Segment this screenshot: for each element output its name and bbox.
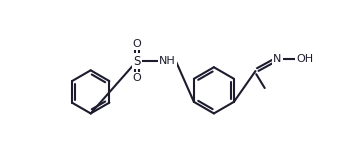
Text: OH: OH [296, 54, 313, 64]
Text: N: N [273, 54, 281, 64]
Text: O: O [132, 73, 141, 83]
Text: NH: NH [159, 56, 176, 66]
Text: S: S [133, 55, 140, 68]
Text: O: O [132, 39, 141, 49]
